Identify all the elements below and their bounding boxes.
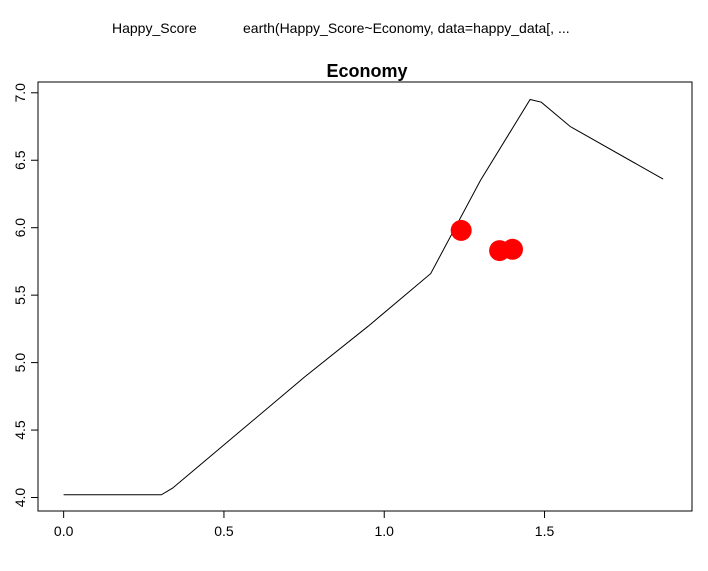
- plot-frame: [37, 81, 693, 512]
- y-tick-label: 5.0: [12, 353, 28, 373]
- y-tick-label: 6.0: [12, 218, 28, 238]
- x-tick-label: 1.0: [375, 523, 395, 539]
- data-point: [502, 238, 523, 260]
- x-tick-label: 0.5: [214, 523, 234, 539]
- x-tick-label: 1.5: [535, 523, 555, 539]
- fitted-line: [63, 98, 664, 496]
- y-tick-label: 6.5: [12, 150, 28, 170]
- response-label: Happy_Score: [112, 20, 197, 36]
- y-tick-label: 5.5: [12, 285, 28, 305]
- y-tick-label: 7.0: [12, 83, 28, 103]
- y-tick-label: 4.5: [12, 420, 28, 440]
- x-axis: 0.0 0.5 1.0 1.5: [54, 510, 555, 539]
- chart-title: Economy: [326, 61, 407, 81]
- y-axis: 4.0 4.5 5.0 5.5 6.0 6.5 7.0: [12, 83, 39, 508]
- plot-header: Happy_Score earth(Happy_Score~Economy, d…: [0, 20, 708, 42]
- y-tick-label: 4.0: [12, 488, 28, 508]
- model-call-label: earth(Happy_Score~Economy, data=happy_da…: [243, 20, 570, 36]
- x-tick-label: 0.0: [54, 523, 74, 539]
- data-point: [450, 219, 472, 241]
- series-layer: [63, 98, 664, 496]
